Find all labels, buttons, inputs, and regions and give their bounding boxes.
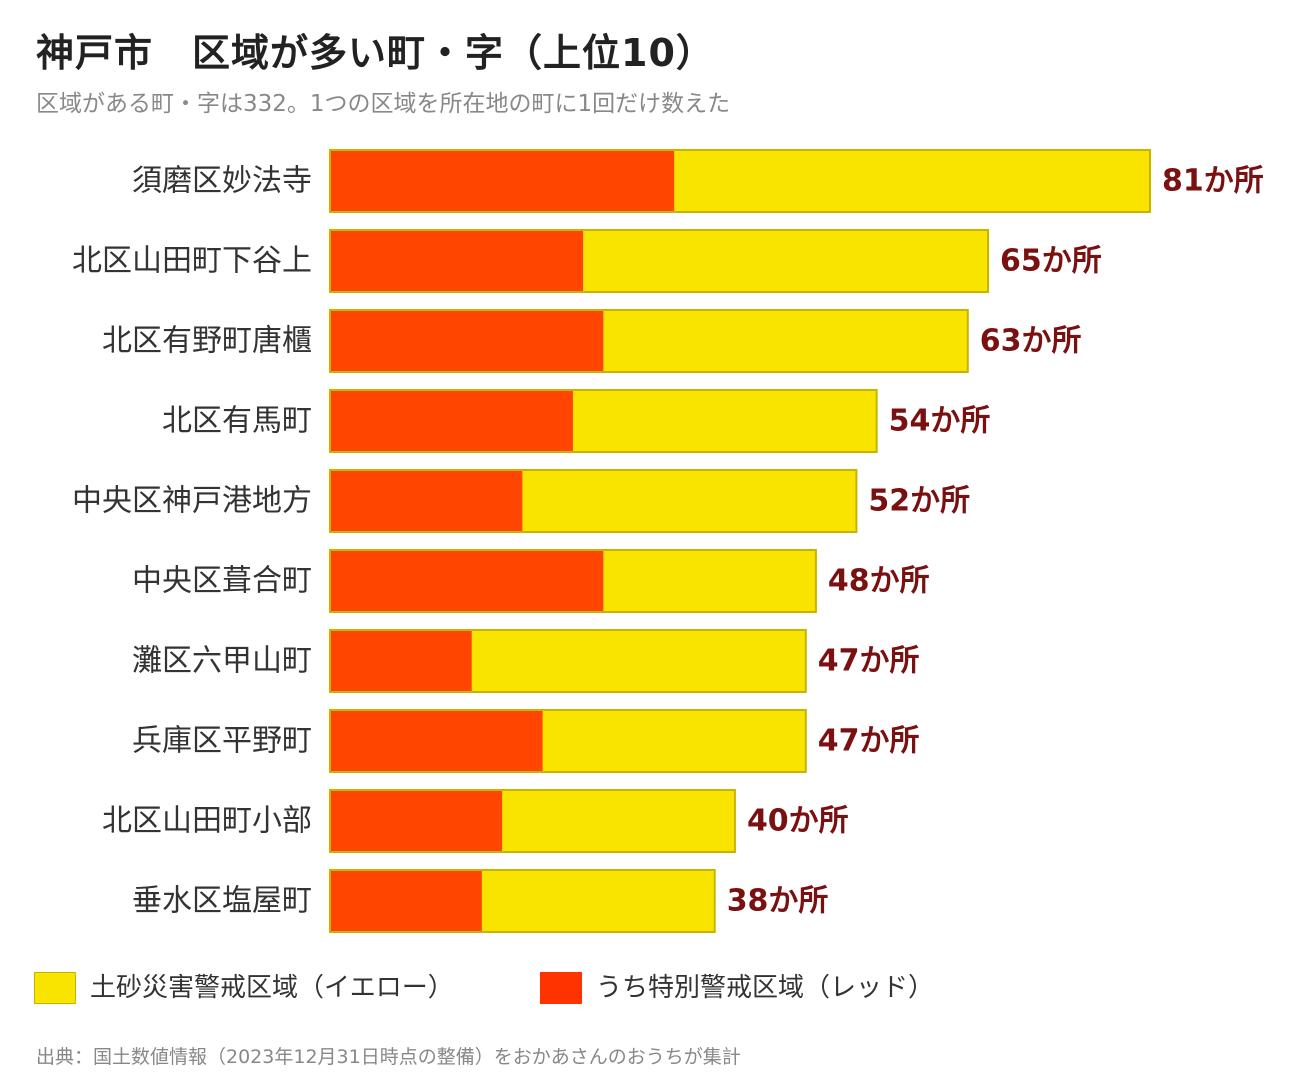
bar-red <box>331 311 604 371</box>
value-label: 48か所 <box>828 564 930 599</box>
value-label: 47か所 <box>818 724 920 759</box>
bar-red <box>331 551 604 611</box>
value-label: 54か所 <box>889 404 991 439</box>
chart-subtitle: 区域がある町・字は332。1つの区域を所在地の町に1回だけ数えた <box>36 91 731 117</box>
value-label: 38か所 <box>727 884 829 919</box>
category-label: 北区有野町唐櫃 <box>102 324 312 359</box>
chart-title: 神戸市 区域が多い町・字（上位10） <box>36 31 715 75</box>
value-label: 63か所 <box>980 324 1082 359</box>
bar-red <box>331 631 472 691</box>
category-label: 北区山田町下谷上 <box>72 244 312 279</box>
bar-red <box>331 151 675 211</box>
value-label: 81か所 <box>1162 164 1264 199</box>
bar-red <box>331 791 503 851</box>
category-label: 北区有馬町 <box>162 404 312 439</box>
value-label: 40か所 <box>747 804 849 839</box>
value-label: 47か所 <box>818 644 920 679</box>
category-label: 灘区六甲山町 <box>132 644 312 679</box>
category-label: 中央区神戸港地方 <box>72 484 312 519</box>
source-note: 出典：国土数値情報（2023年12月31日時点の整備）をおかあさんのおうちが集計 <box>36 1046 741 1068</box>
legend-swatch-yellow <box>34 972 76 1004</box>
legend-label-yellow: 土砂災害警戒区域（イエロー） <box>90 973 454 1003</box>
category-label: 中央区葺合町 <box>132 564 312 599</box>
bar-red <box>331 231 584 291</box>
legend: 土砂災害警戒区域（イエロー） うち特別警戒区域（レッド） <box>34 970 1274 1006</box>
legend-label-red: うち特別警戒区域（レッド） <box>596 973 935 1003</box>
bar-red <box>331 711 543 771</box>
value-label: 65か所 <box>1000 244 1102 279</box>
bar-red <box>331 871 482 931</box>
category-label: 北区山田町小部 <box>102 804 312 839</box>
bar-red <box>331 471 523 531</box>
value-label: 52か所 <box>868 484 970 519</box>
legend-swatch-red <box>540 972 582 1004</box>
bar-red <box>331 391 573 451</box>
category-label: 須磨区妙法寺 <box>132 164 312 199</box>
category-label: 兵庫区平野町 <box>132 724 312 759</box>
category-label: 垂水区塩屋町 <box>132 884 312 919</box>
